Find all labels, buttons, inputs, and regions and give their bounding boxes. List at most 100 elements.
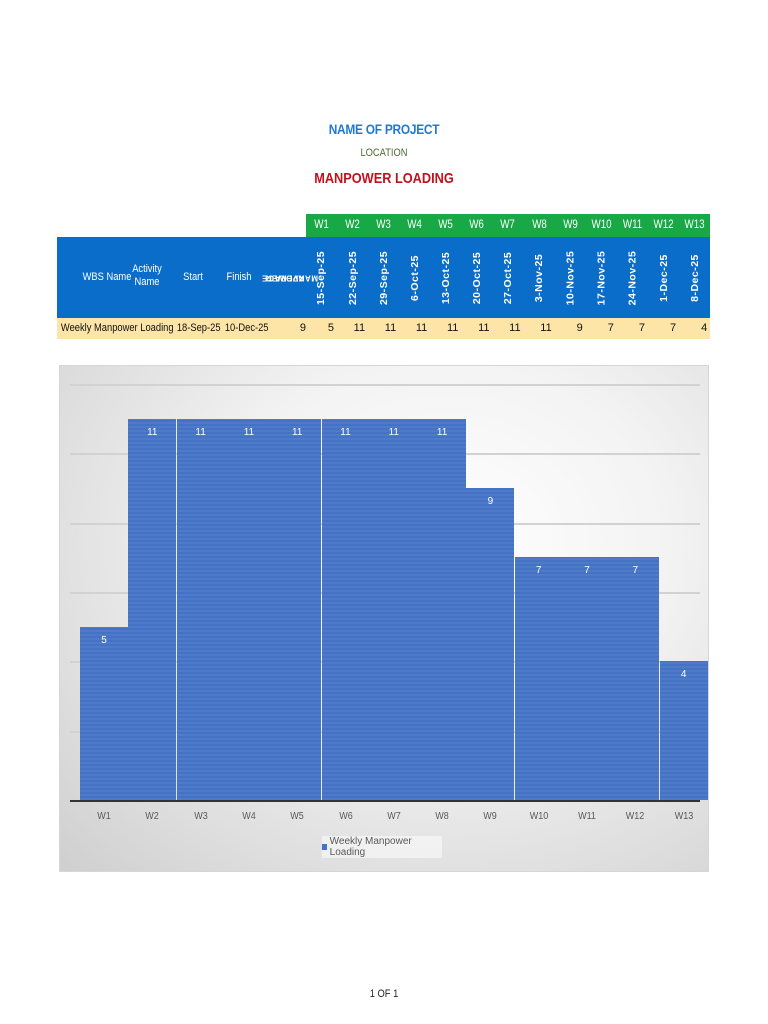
gridline	[70, 384, 700, 386]
week-value-cell: 11	[415, 322, 428, 334]
bar-w12: 7	[611, 557, 660, 800]
week-date-label: 22-Sep-25	[346, 250, 359, 305]
x-tick-label: W1	[97, 811, 111, 822]
x-tick-label: W9	[483, 811, 498, 822]
week-date-header: 1-Dec-25	[648, 237, 679, 318]
week-header-w11: W11	[622, 219, 643, 231]
week-header-w12: W12	[653, 219, 674, 231]
week-header-w7: W7	[500, 219, 516, 231]
week-date-label: 27-Oct-25	[502, 251, 515, 304]
week-value-cell: 7	[638, 322, 645, 334]
header-wbs-name: WBS Name	[82, 271, 132, 283]
week-date-header: 15-Sep-25	[306, 237, 337, 318]
week-date-header: 29-Sep-25	[368, 237, 399, 318]
bar-w6: 11	[321, 418, 370, 800]
week-date-header: 8-Dec-25	[679, 237, 710, 318]
bar-w13: 4	[659, 661, 708, 800]
x-tick-label: W13	[674, 811, 693, 822]
project-location: LOCATION	[360, 147, 408, 159]
week-header-w2: W2	[345, 219, 360, 231]
week-date-label: 15-Sep-25	[315, 250, 328, 305]
legend-label: Weekly Manpower Loading	[329, 836, 412, 858]
bar-w5: 11	[273, 418, 322, 800]
week-value-cell: 11	[509, 322, 521, 334]
week-date-header: 6-Oct-25	[399, 237, 430, 318]
week-date-label: 24-Nov-25	[626, 250, 639, 305]
week-header-w3: W3	[376, 219, 392, 231]
bar-value-label: 11	[147, 426, 158, 438]
week-header-w10: W10	[591, 219, 612, 231]
bar-value-label: 4	[680, 669, 687, 681]
week-value-cell: 9	[576, 322, 583, 334]
week-value-cell: 11	[540, 322, 552, 334]
week-date-label: 29-Sep-25	[377, 250, 390, 305]
bar-value-label: 5	[101, 634, 107, 646]
week-value-cell: 11	[384, 322, 397, 334]
bar-value-label: 11	[388, 426, 399, 438]
week-value-cell: 5	[327, 322, 334, 334]
x-tick-label: W10	[529, 811, 548, 822]
week-value-cell: 11	[353, 322, 366, 334]
project-name: NAME OF PROJECT	[328, 121, 440, 137]
x-tick-label: W8	[435, 811, 449, 822]
bar-w9: 9	[466, 488, 515, 800]
bar-value-label: 11	[243, 426, 255, 438]
bar-w7: 11	[369, 418, 418, 800]
week-header-w5: W5	[438, 219, 454, 231]
bar-value-label: 7	[535, 565, 542, 577]
bar-w11: 7	[563, 557, 611, 800]
x-tick-label: W7	[387, 811, 401, 822]
week-date-label: 8-Dec-25	[688, 253, 701, 302]
bar-value-label: 7	[632, 565, 639, 577]
bar-value-label: 11	[340, 426, 351, 438]
x-tick-label: W6	[338, 811, 353, 822]
bar-value-label: 11	[291, 426, 303, 438]
x-tick-label: W11	[578, 811, 596, 822]
bar-value-label: 11	[436, 426, 448, 438]
week-date-header: 27-Oct-25	[493, 237, 524, 318]
legend-swatch-icon	[322, 844, 327, 850]
bar-w2: 11	[128, 418, 177, 800]
week-value-cell: 4	[701, 322, 708, 334]
week-header-w1: W1	[314, 219, 329, 231]
week-date-header: 24-Nov-25	[617, 237, 648, 318]
week-date-label: 13-Oct-25	[439, 251, 452, 304]
bar-value-label: 7	[584, 565, 590, 577]
week-header-w8: W8	[531, 219, 547, 231]
week-date-label: 1-Dec-25	[657, 253, 670, 302]
week-date-label: 20-Oct-25	[471, 251, 484, 304]
row-finish: 10-Dec-25	[224, 322, 269, 334]
week-date-label: 6-Oct-25	[408, 254, 421, 301]
x-tick-label: W2	[145, 811, 160, 822]
header-activity-name: Activity Name	[128, 263, 165, 289]
x-tick-label: W12	[626, 811, 645, 822]
week-date-label: 10-Nov-25	[564, 250, 577, 305]
week-value-cell: 7	[607, 322, 614, 334]
row-name: Weekly Manpower Loading	[60, 322, 174, 334]
page-number: 1 OF 1	[369, 988, 399, 1000]
bar-value-label: 9	[487, 496, 494, 507]
header-activity-line1: Activity	[132, 263, 162, 275]
bar-w1: 5	[80, 626, 128, 800]
table-row: Weekly Manpower Loading 18-Sep-25 10-Dec…	[57, 318, 710, 339]
week-value-cell: 11	[478, 322, 490, 334]
week-value-cell: 7	[669, 322, 677, 334]
week-header-w9: W9	[562, 219, 578, 231]
bar-w3: 11	[176, 418, 225, 800]
week-header-w6: W6	[469, 219, 485, 231]
week-header-w13: W13	[684, 219, 705, 231]
row-start: 18-Sep-25	[176, 322, 221, 334]
week-date-header: 3-Nov-25	[524, 237, 555, 318]
week-date-label: 3-Nov-25	[533, 253, 546, 302]
week-header-w4: W4	[407, 219, 423, 231]
report-title: MANPOWER LOADING	[314, 170, 454, 187]
bar-w8: 11	[418, 418, 467, 800]
bar-w10: 7	[514, 557, 563, 800]
week-value-cell: 11	[446, 322, 459, 334]
week-date-header: 20-Oct-25	[462, 237, 493, 318]
bar-w4: 11	[224, 418, 273, 800]
header-start: Start	[183, 271, 203, 283]
x-tick-label: W5	[290, 811, 304, 822]
row-average: 9	[299, 322, 306, 334]
column-header-row: WBS Name Activity Name Start Finish AVER…	[57, 237, 710, 318]
